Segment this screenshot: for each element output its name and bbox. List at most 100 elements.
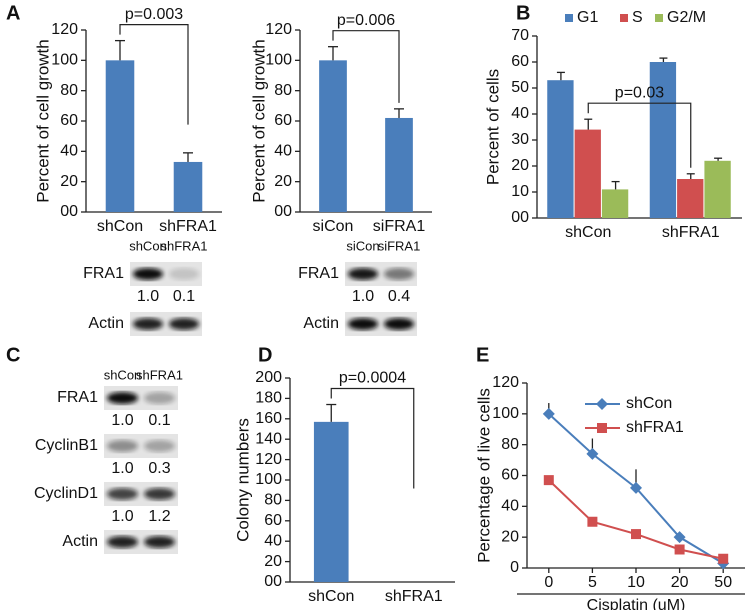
quantification: 1.0: [111, 460, 133, 477]
blot-band: [106, 536, 139, 548]
error-bar: [394, 108, 404, 118]
point: [587, 516, 598, 527]
error-bar: [686, 173, 695, 179]
legend-label: S: [632, 9, 643, 26]
y-tick-label: 60: [60, 112, 78, 129]
y-tick-label: 180: [255, 390, 282, 407]
row-label: FRA1: [57, 389, 98, 406]
point: [631, 529, 641, 540]
legend-marker: [596, 398, 608, 410]
blot-band: [143, 440, 176, 452]
y-tick-label: 100: [492, 405, 519, 422]
x-tick-label: shCon: [565, 224, 611, 241]
bar: [574, 129, 601, 218]
bar: [385, 117, 413, 212]
legend-swatch: [655, 14, 663, 22]
y-tick-label: 40: [60, 143, 78, 160]
blot-band: [383, 318, 415, 330]
y-tick-label: 40: [511, 105, 529, 122]
y-tick-label: 20: [264, 553, 282, 570]
y-tick-label: 100: [265, 52, 292, 69]
y-axis-label: Percentage of live cells: [474, 388, 493, 563]
significance-bracket: [332, 30, 400, 103]
y-tick-label: 00: [274, 203, 292, 220]
y-tick-label: 40: [274, 143, 292, 160]
blot-band: [347, 268, 379, 280]
y-tick-label: 30: [511, 131, 529, 148]
x-tick-label: shFRA1: [159, 218, 217, 235]
panel-letter: D: [258, 344, 272, 366]
p-value: p=0.0004: [339, 370, 406, 387]
x-tick-label: 50: [714, 574, 732, 591]
y-tick-label: 20: [274, 173, 292, 190]
bar: [704, 160, 731, 218]
bar: [601, 189, 629, 218]
x-tick-label: 0: [544, 574, 553, 591]
blot-band: [143, 488, 176, 500]
panel-letter: B: [516, 2, 530, 24]
quantification: 0.4: [388, 288, 410, 305]
blot-band: [143, 536, 176, 548]
error-bar: [611, 180, 620, 190]
quantification: 1.0: [352, 288, 374, 305]
point: [718, 553, 729, 564]
x-tick-label: shFRA1: [662, 224, 720, 241]
y-tick-label: 00: [60, 203, 78, 220]
x-tick-label: siCon: [313, 218, 354, 235]
bar: [677, 179, 704, 218]
y-axis-label: Percent of cell growth: [249, 39, 268, 202]
quantification: 0.1: [173, 288, 195, 305]
y-tick-label: 40: [264, 532, 282, 549]
error-bar: [556, 71, 565, 81]
point: [673, 531, 686, 544]
quantification: 0.3: [148, 460, 170, 477]
bar: [105, 60, 135, 213]
legend-swatch: [620, 14, 628, 22]
y-tick-label: 20: [501, 528, 519, 545]
x-tick-label: siFRA1: [373, 218, 426, 235]
blot-band: [106, 392, 139, 404]
y-tick-label: 10: [511, 183, 529, 200]
y-tick-label: 100: [255, 471, 282, 488]
lane-label: shCon: [104, 367, 142, 382]
bar: [547, 80, 574, 218]
row-label: FRA1: [83, 265, 124, 282]
panel-letter: E: [476, 344, 489, 366]
p-value: p=0.006: [337, 12, 395, 29]
error-bar: [584, 118, 593, 130]
y-tick-label: 0: [510, 559, 519, 576]
y-tick-label: 60: [501, 467, 519, 484]
y-tick-label: 200: [255, 369, 282, 386]
lane-label: siFRA1: [378, 238, 421, 253]
blot-band: [132, 268, 164, 280]
x-axis-label: Cisplatin (uM): [587, 597, 686, 610]
y-axis-label: Percent of cells: [483, 69, 502, 185]
legend-label: G2/M: [667, 9, 706, 26]
point: [543, 475, 554, 486]
y-tick-label: 60: [511, 53, 529, 70]
y-tick-label: 00: [264, 573, 282, 590]
y-tick-label: 120: [51, 21, 78, 38]
legend-label: shFRA1: [626, 419, 684, 436]
x-tick-label: shFRA1: [385, 588, 443, 605]
y-tick-label: 100: [51, 52, 78, 69]
y-tick-label: 20: [511, 157, 529, 174]
error-bar: [659, 57, 668, 62]
y-tick-label: 80: [60, 82, 78, 99]
x-tick-label: shCon: [97, 218, 143, 235]
quantification: 1.0: [111, 412, 133, 429]
point: [630, 481, 642, 494]
error-bar: [328, 46, 338, 61]
y-tick-label: 60: [274, 112, 292, 129]
legend-swatch: [565, 14, 573, 22]
bar: [319, 60, 347, 213]
y-tick-label: 00: [511, 209, 529, 226]
y-tick-label: 160: [255, 410, 282, 427]
row-label: Actin: [88, 315, 124, 332]
blot-band: [168, 268, 200, 280]
blot-band: [347, 318, 379, 330]
error-bar: [714, 157, 723, 161]
y-tick-label: 120: [255, 451, 282, 468]
row-label: Actin: [303, 315, 339, 332]
panel-letter: C: [6, 344, 20, 366]
